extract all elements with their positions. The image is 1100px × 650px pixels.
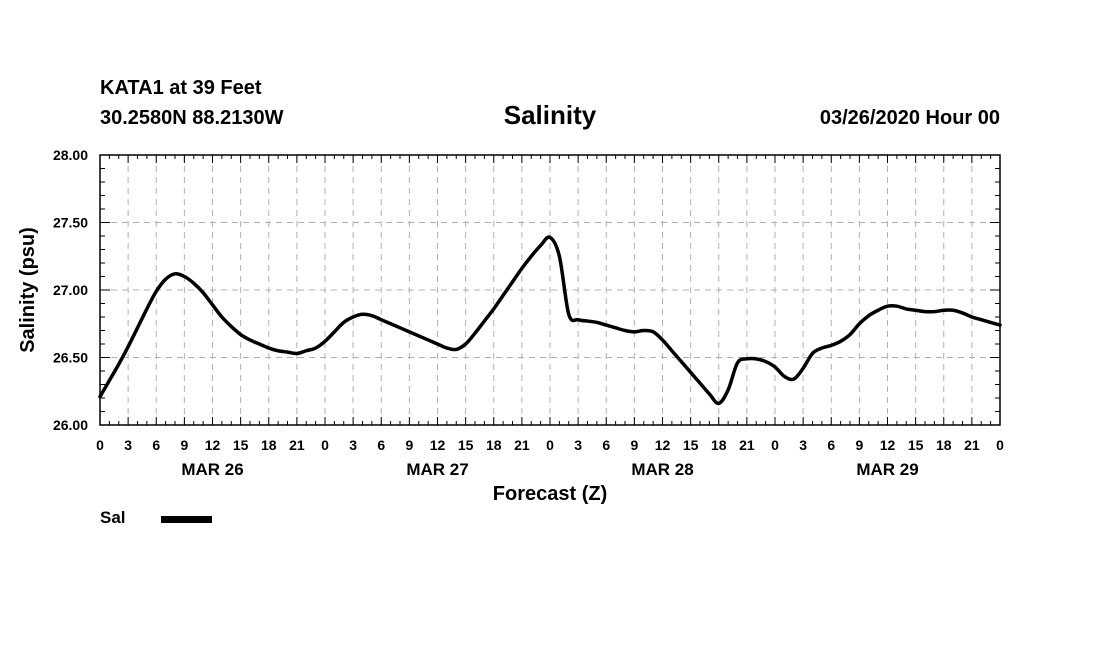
x-tick-label: 0	[771, 437, 779, 453]
x-tick-label: 0	[321, 437, 329, 453]
x-tick-label: 9	[630, 437, 638, 453]
y-tick-label: 27.00	[53, 282, 88, 298]
x-tick-label: 21	[289, 437, 305, 453]
x-tick-label: 3	[349, 437, 357, 453]
x-tick-label: 18	[711, 437, 727, 453]
x-tick-label: 3	[799, 437, 807, 453]
x-tick-label: 6	[377, 437, 385, 453]
x-tick-label: 0	[96, 437, 104, 453]
x-tick-label: 6	[602, 437, 610, 453]
y-axis-label: Salinity (psu)	[17, 227, 39, 353]
x-tick-label: 9	[855, 437, 863, 453]
x-tick-label: 12	[655, 437, 671, 453]
x-tick-label: 18	[936, 437, 952, 453]
x-axis-label: Forecast (Z)	[493, 483, 607, 505]
series-line-sal	[98, 235, 1002, 406]
tick-layer	[99, 154, 1001, 426]
label-layer: 0 3 6 9 12 15 18 21 0 3 6 9 12 15 18 21 0 3 6 9 12 15 18 21 0 3 6 9…	[53, 147, 1004, 479]
x-tick-label: 12	[430, 437, 446, 453]
x-tick-label: 18	[261, 437, 277, 453]
station-title: KATA1 at 39 Feet	[100, 77, 262, 99]
station-coordinates: 30.2580N 88.2130W	[100, 107, 284, 129]
chart-title: Salinity	[503, 100, 597, 130]
x-tick-label: 15	[683, 437, 699, 453]
x-tick-label: 21	[964, 437, 980, 453]
grid-layer	[100, 155, 1000, 425]
x-tick-label: 9	[180, 437, 188, 453]
y-tick-label: 26.00	[53, 417, 88, 433]
x-tick-label: 12	[880, 437, 896, 453]
y-tick-label: 26.50	[53, 350, 88, 366]
x-tick-label: 15	[233, 437, 249, 453]
x-tick-label: 0	[546, 437, 554, 453]
x-tick-label: 0	[996, 437, 1004, 453]
day-label: MAR 27	[406, 460, 468, 479]
x-tick-label: 6	[152, 437, 160, 453]
legend-swatch	[161, 516, 212, 523]
x-tick-label: 21	[739, 437, 755, 453]
x-tick-label: 18	[486, 437, 502, 453]
x-tick-label: 6	[827, 437, 835, 453]
x-tick-label: 3	[124, 437, 132, 453]
x-tick-label: 9	[405, 437, 413, 453]
legend-label: Sal	[100, 508, 126, 527]
x-tick-label: 3	[574, 437, 582, 453]
x-tick-label: 15	[458, 437, 474, 453]
day-label: MAR 26	[181, 460, 243, 479]
y-tick-label: 28.00	[53, 147, 88, 163]
x-tick-label: 12	[205, 437, 221, 453]
x-tick-label: 15	[908, 437, 924, 453]
forecast-datetime: 03/26/2020 Hour 00	[819, 107, 1000, 129]
day-label: MAR 29	[856, 460, 918, 479]
day-label: MAR 28	[631, 460, 693, 479]
y-tick-label: 27.50	[53, 215, 88, 231]
x-tick-label: 21	[514, 437, 530, 453]
